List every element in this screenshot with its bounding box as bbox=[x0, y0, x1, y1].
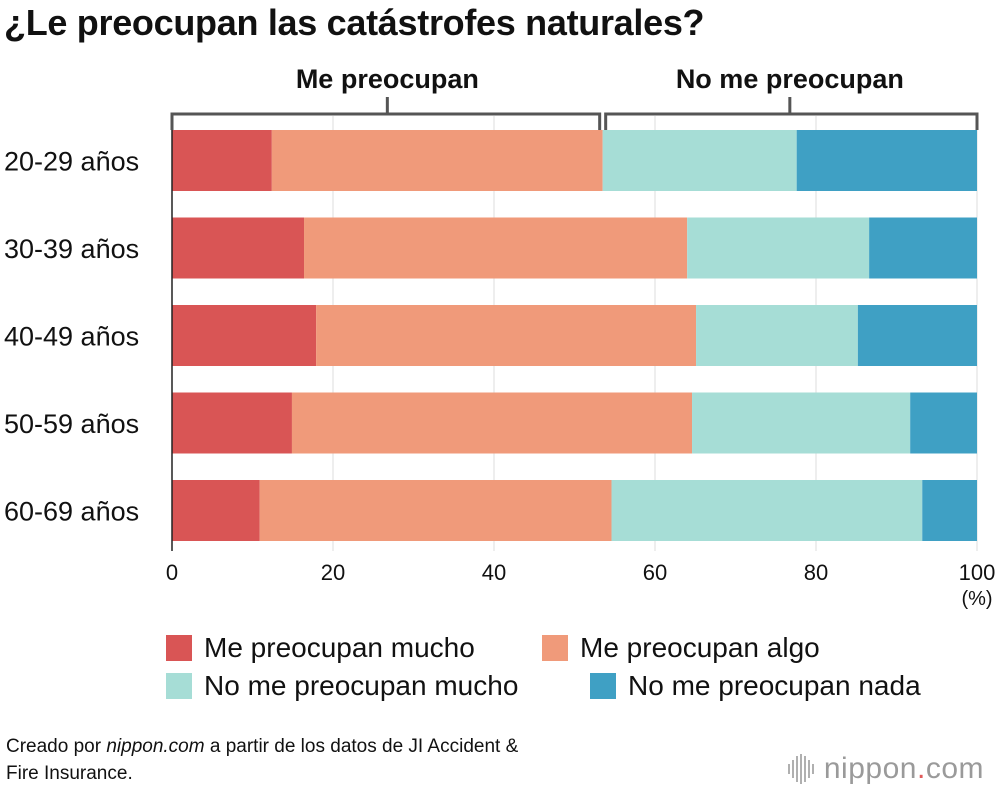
bar-nada-1 bbox=[796, 130, 977, 191]
bar-nada-5 bbox=[922, 480, 977, 541]
legend-item-no-mucho: No me preocupan mucho bbox=[166, 670, 518, 702]
bar-no_mucho-2 bbox=[687, 217, 870, 279]
bar-nada-3 bbox=[857, 305, 977, 366]
legend-label-algo: Me preocupan algo bbox=[580, 632, 820, 663]
bar-algo-2 bbox=[304, 217, 688, 279]
legend-item-algo: Me preocupan algo bbox=[542, 632, 820, 664]
bracket-right bbox=[604, 112, 979, 130]
category-label-3: 40-49 años bbox=[4, 322, 139, 352]
category-label-5: 60-69 años bbox=[4, 497, 139, 527]
x-unit-label: (%) bbox=[961, 588, 992, 610]
legend-label-mucho: Me preocupan mucho bbox=[204, 632, 475, 663]
category-label-1: 20-29 años bbox=[4, 147, 139, 177]
bar-no_mucho-5 bbox=[611, 480, 923, 541]
x-tick-label-20: 20 bbox=[321, 560, 345, 585]
credit-prefix: Creado por bbox=[6, 736, 107, 757]
credit-site: nippon.com bbox=[106, 736, 205, 757]
bar-mucho-1 bbox=[172, 130, 272, 191]
bar-algo-1 bbox=[271, 130, 603, 191]
logo-bars-icon bbox=[787, 754, 816, 784]
x-tick-label-80: 80 bbox=[804, 560, 828, 585]
bar-nada-4 bbox=[910, 392, 977, 454]
bar-no_mucho-1 bbox=[602, 130, 797, 191]
bar-algo-5 bbox=[259, 480, 612, 541]
bar-mucho-4 bbox=[172, 392, 292, 454]
source-credit: Creado por nippon.com a partir de los da… bbox=[6, 733, 518, 787]
nippon-logo: nippon. com bbox=[787, 752, 984, 786]
bar-mucho-2 bbox=[172, 217, 305, 279]
bar-algo-4 bbox=[291, 392, 693, 454]
x-tick-label-60: 60 bbox=[643, 560, 667, 585]
bar-algo-3 bbox=[316, 305, 697, 366]
stacked-bar-chart: 20-29 años 30-39 años 40-49 años 50-59 años… bbox=[4, 64, 996, 610]
legend-item-mucho: Me preocupan mucho bbox=[166, 632, 475, 664]
legend-swatch-nada bbox=[590, 673, 616, 699]
category-label-2: 30-39 años bbox=[4, 234, 139, 264]
x-tick-label-0: 0 bbox=[166, 560, 178, 585]
bar-mucho-5 bbox=[172, 480, 260, 541]
x-tick-label-100: 100 bbox=[959, 560, 996, 585]
group-label-left: Me preocupan bbox=[296, 64, 479, 94]
logo-tld: com bbox=[925, 752, 984, 785]
bracket-left bbox=[170, 112, 602, 130]
legend-item-nada: No me preocupan nada bbox=[590, 670, 921, 702]
legend-swatch-algo bbox=[542, 635, 568, 661]
chart-title: ¿Le preocupan las catástrofes naturales? bbox=[4, 2, 705, 43]
logo-dot: . bbox=[916, 752, 926, 785]
category-label-4: 50-59 años bbox=[4, 409, 139, 439]
legend-swatch-no-mucho bbox=[166, 673, 192, 699]
bar-no_mucho-3 bbox=[696, 305, 858, 366]
bar-mucho-3 bbox=[172, 305, 317, 366]
bar-no_mucho-4 bbox=[692, 392, 911, 454]
legend-swatch-mucho bbox=[166, 635, 192, 661]
credit-line2: Fire Insurance. bbox=[6, 763, 133, 784]
bar-nada-2 bbox=[869, 217, 977, 279]
credit-suffix: a partir de los datos de JI Accident & bbox=[204, 736, 519, 757]
group-label-right: No me preocupan bbox=[676, 64, 904, 94]
logo-name: nippon bbox=[823, 752, 917, 785]
x-tick-label-40: 40 bbox=[482, 560, 506, 585]
legend-label-no-mucho: No me preocupan mucho bbox=[204, 670, 519, 701]
legend-label-nada: No me preocupan nada bbox=[628, 670, 921, 701]
